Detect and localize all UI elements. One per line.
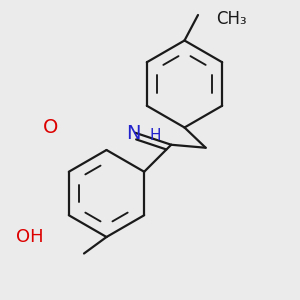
Text: H: H	[149, 128, 161, 143]
Text: O: O	[43, 118, 59, 137]
Text: N: N	[126, 124, 141, 143]
Text: CH₃: CH₃	[216, 11, 246, 28]
Text: OH: OH	[16, 228, 44, 246]
